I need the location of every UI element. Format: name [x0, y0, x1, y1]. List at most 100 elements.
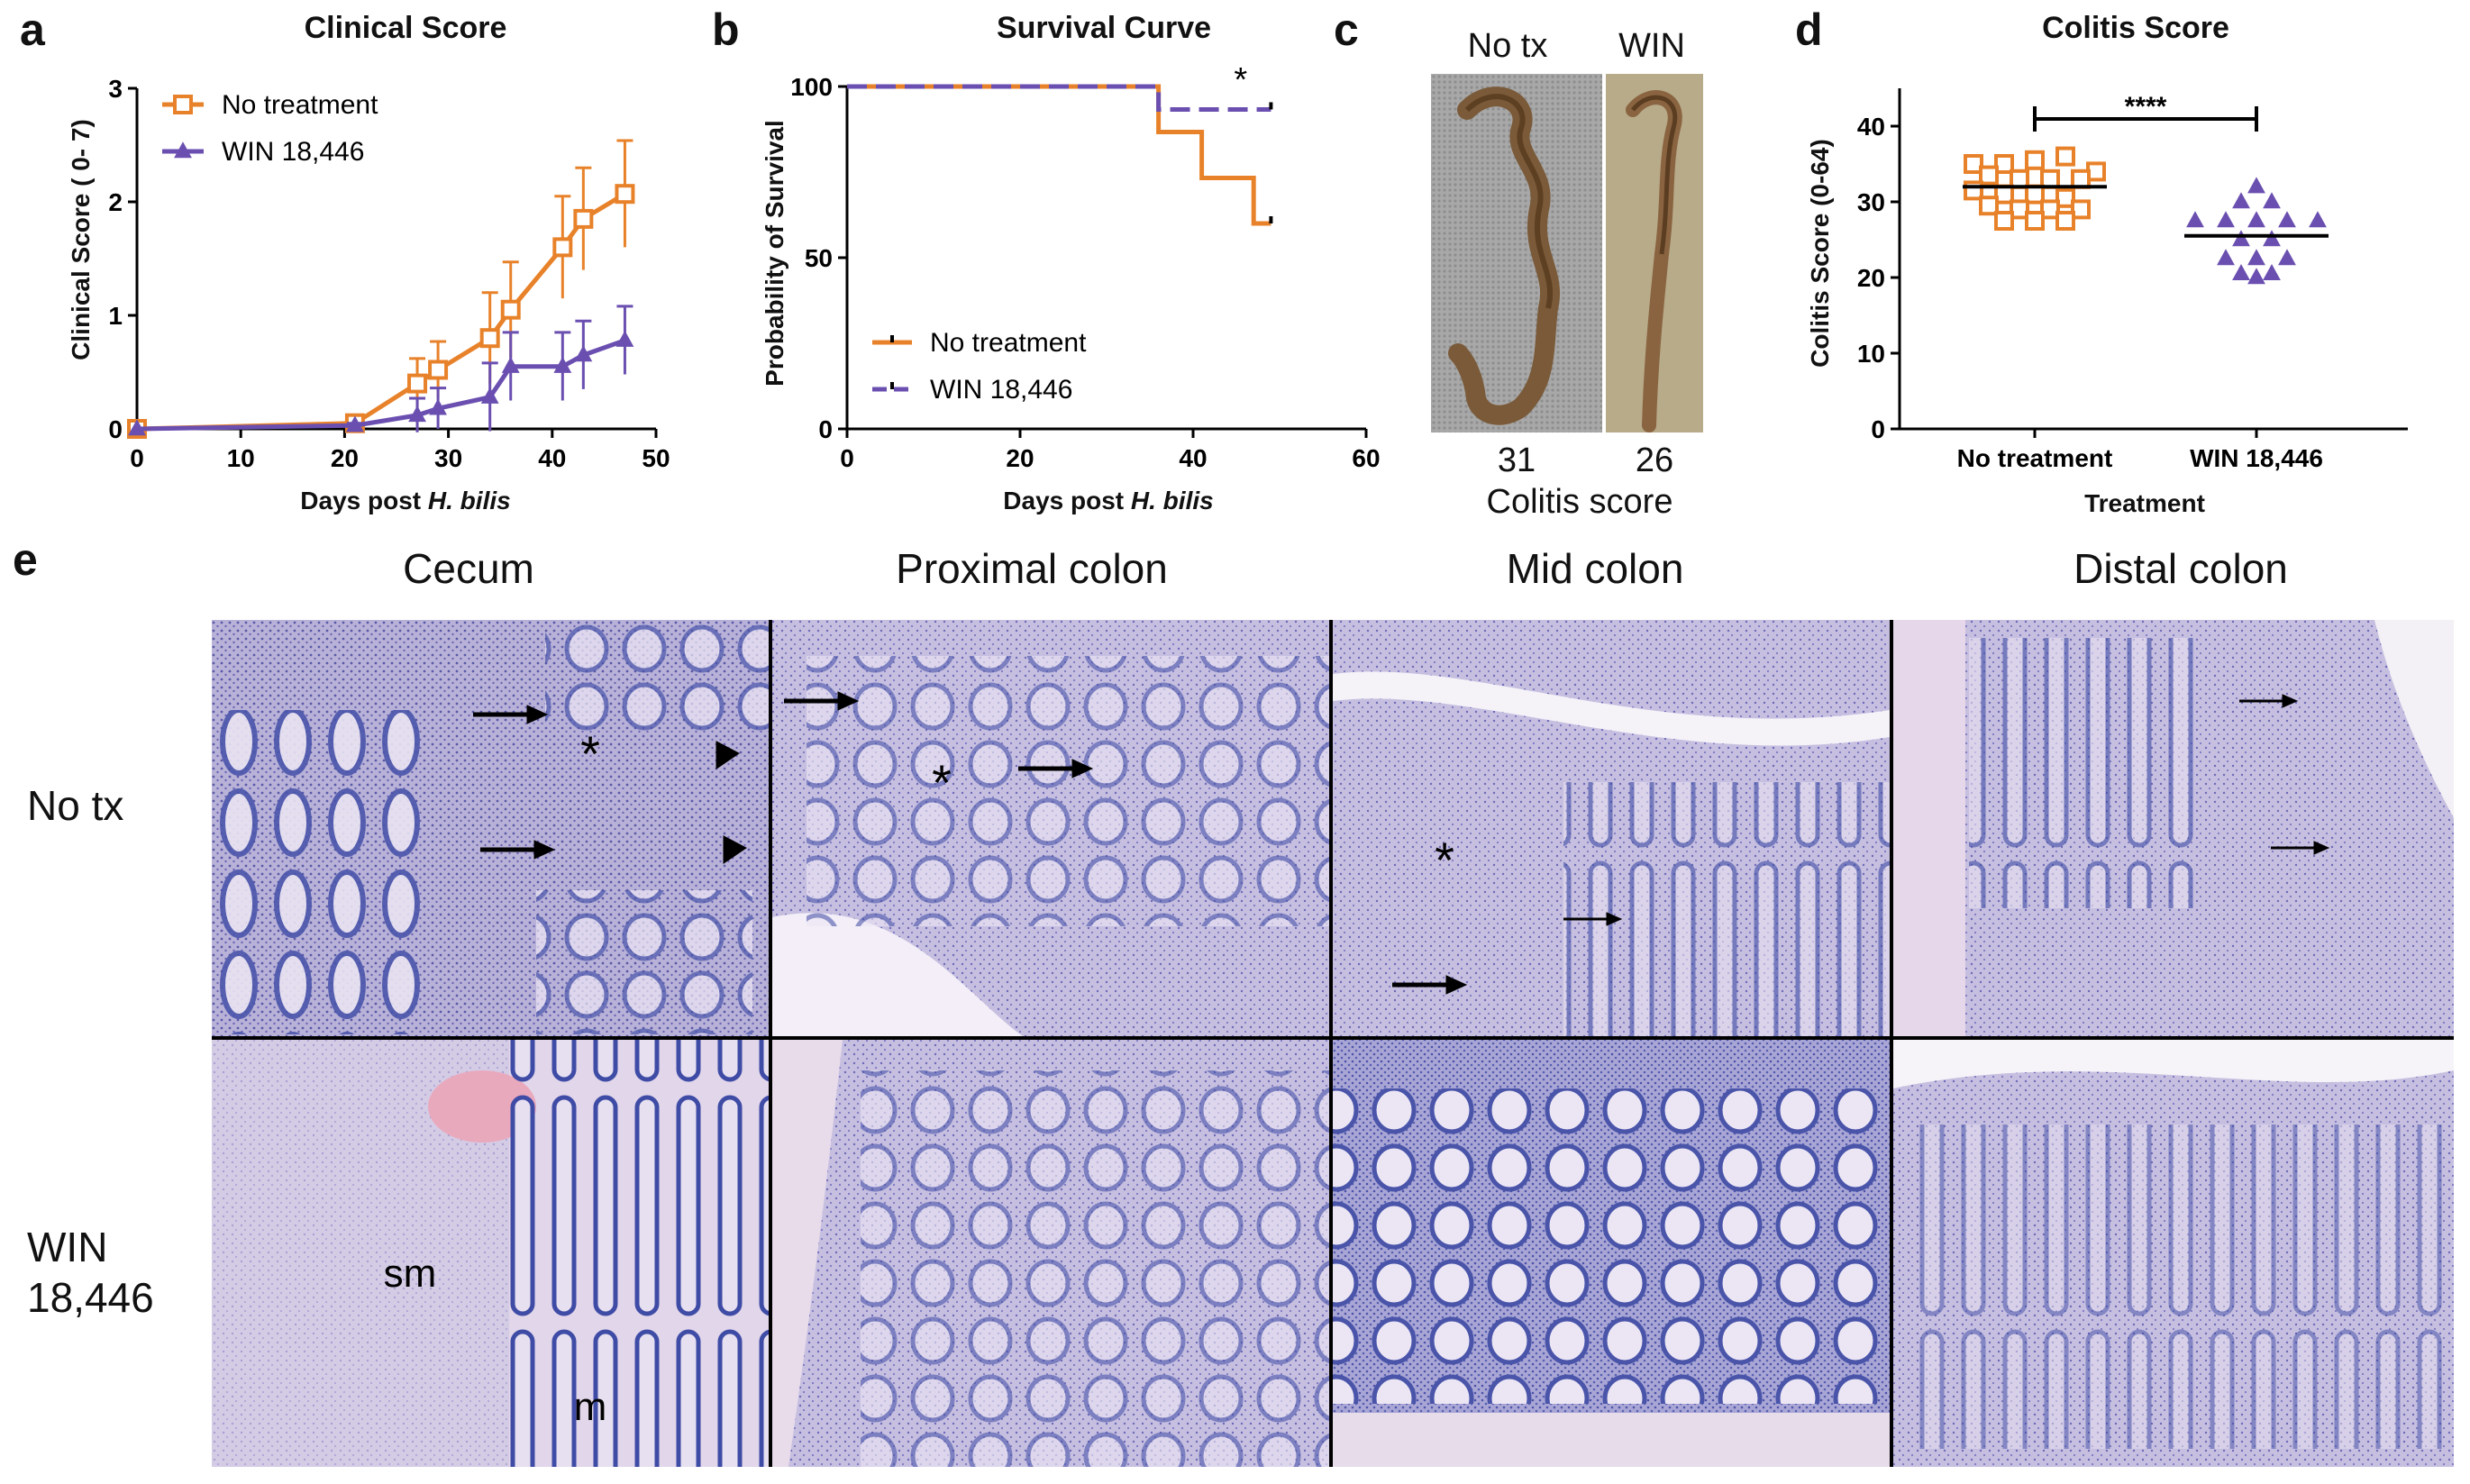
- y-tick-label: 3: [108, 75, 123, 103]
- data-point: [1994, 211, 2014, 231]
- data-point: [2247, 177, 2265, 194]
- chart-b-svg: 0 20 40 60 0 50 100 No treatment WIN 18,446 *: [790, 61, 1380, 472]
- colon-photo-win: [1606, 74, 1703, 432]
- data-point: [2247, 268, 2265, 285]
- data-point: [174, 141, 192, 159]
- data-point: [500, 299, 521, 320]
- panel-c-score-notx: 31: [1497, 442, 1536, 479]
- chart-d-svg: 0 10 20 30 40 No treatment WIN 18,446 ****: [1857, 88, 2408, 472]
- x-tick-label: 20: [1006, 444, 1034, 472]
- data-point: [1979, 196, 1999, 216]
- histology-label-sm: sm: [384, 1252, 437, 1296]
- data-point: [429, 398, 447, 415]
- data-point: [2247, 249, 2265, 266]
- data-point: [407, 373, 428, 394]
- histology-distal-colon-win: [1893, 1040, 2454, 1467]
- data-point: [2071, 199, 2091, 220]
- chart-d-xlabel: Treatment: [2084, 489, 2205, 517]
- data-point: [2247, 211, 2265, 228]
- data-point: [501, 356, 520, 373]
- data-point: [2055, 187, 2075, 208]
- data-point: [2040, 199, 2060, 220]
- chart-b-title: Survival Curve: [996, 11, 1212, 45]
- histology-mid-colon-win: [1333, 1040, 1890, 1467]
- histology-row-no-tx: No tx: [27, 782, 124, 829]
- panel-letter-d: d: [1795, 5, 1823, 55]
- data-point: [2025, 150, 2045, 170]
- x-tick-label: 50: [642, 444, 670, 472]
- arrow-icon: [1018, 759, 1094, 778]
- data-point: [2010, 199, 2029, 220]
- data-point: [2071, 168, 2091, 189]
- x-tick-label: 0: [840, 444, 854, 472]
- data-point: [2055, 211, 2075, 231]
- y-tick-label: 1: [108, 302, 123, 330]
- y-tick-label: 10: [1857, 340, 1885, 368]
- panel-c-caption: Colitis score: [1486, 483, 1673, 521]
- x-tick-label: 40: [538, 444, 566, 472]
- data-point: [2186, 211, 2204, 228]
- arrow-icon: [2239, 694, 2299, 708]
- data-point: [574, 345, 593, 362]
- arrowhead-icon: [715, 741, 740, 769]
- x-tick-label: 20: [331, 444, 359, 472]
- histology-column-proximal-colon: Proximal colon: [896, 545, 1168, 592]
- histology-asterisk: *: [1435, 832, 1454, 888]
- histology-arrows: [473, 691, 2330, 995]
- y-tick-label: 20: [1857, 264, 1885, 292]
- x-tick-label: 40: [1179, 444, 1207, 472]
- significance-marker: *: [1234, 61, 1247, 99]
- histology-proximal-colon-no-tx: [772, 620, 1329, 1036]
- histology-row-win: WIN 18,446: [27, 1224, 154, 1321]
- chart-a-svg: 0 10 20 30 40 50 0 1 2 3 No treatment WIN 18,446: [108, 75, 670, 472]
- data-point: [428, 360, 449, 380]
- data-point: [615, 184, 635, 205]
- significance-marker: ****: [2125, 92, 2167, 122]
- legend-label: No treatment: [930, 328, 1087, 358]
- histology-distal-colon-no-tx: [1893, 620, 2454, 1036]
- panel-letter-b: b: [712, 5, 740, 55]
- arrow-icon: [480, 840, 556, 860]
- arrow-icon: [473, 705, 549, 724]
- y-tick-label: 100: [790, 73, 833, 101]
- histology-asterisk: *: [932, 754, 952, 811]
- y-tick-label: 50: [805, 244, 833, 272]
- histology-column-cecum: Cecum: [403, 545, 534, 592]
- arrow-icon: [784, 691, 860, 711]
- data-point: [2217, 211, 2235, 228]
- histology-mid-colon-no-tx: [1333, 620, 1890, 1036]
- chart-d-title: Colitis Score: [2042, 11, 2229, 45]
- colon-photo-no-tx: [1431, 74, 1602, 432]
- y-tick-label: 40: [1857, 113, 1885, 141]
- data-point: [553, 356, 572, 373]
- x-tick-label: 10: [227, 444, 255, 472]
- legend-label: WIN 18,446: [222, 137, 364, 167]
- data-point: [2025, 211, 2045, 231]
- histology-cecum-win: [212, 1040, 769, 1467]
- data-point: [346, 415, 364, 432]
- y-tick-label: 0: [818, 415, 833, 443]
- arrow-icon: [2271, 841, 2330, 855]
- data-point: [480, 387, 499, 404]
- legend-label: WIN 18,446: [930, 375, 1072, 405]
- x-tick-label: No treatment: [1957, 444, 2113, 472]
- data-point: [1964, 154, 1983, 174]
- chart-a-plot: 0 10 20 30 40 50 0 1 2 3 No treatment WIN 18,446: [108, 75, 670, 472]
- data-point: [2232, 264, 2250, 280]
- data-point: [2232, 230, 2250, 247]
- histology-column-distal-colon: Distal colon: [2074, 545, 2288, 592]
- chart-d-ylabel: Colitis Score (0-64): [1806, 139, 1834, 368]
- y-tick-label: 0: [108, 415, 123, 443]
- y-tick-label: 30: [1857, 188, 1885, 216]
- panel-c-score-win: 26: [1635, 442, 1674, 479]
- data-point: [2278, 249, 2296, 266]
- x-tick-label: 0: [130, 444, 144, 472]
- panel-letter-c: c: [1334, 5, 1359, 55]
- x-tick-label: 30: [434, 444, 462, 472]
- data-point: [2263, 230, 2281, 247]
- y-tick-label: 0: [1871, 415, 1885, 443]
- data-point: [2309, 211, 2327, 228]
- chart-b-plot: 0 20 40 60 0 50 100 No treatment WIN 18,446 *: [790, 61, 1380, 472]
- panel-letter-a: a: [20, 5, 45, 55]
- data-point: [479, 328, 500, 349]
